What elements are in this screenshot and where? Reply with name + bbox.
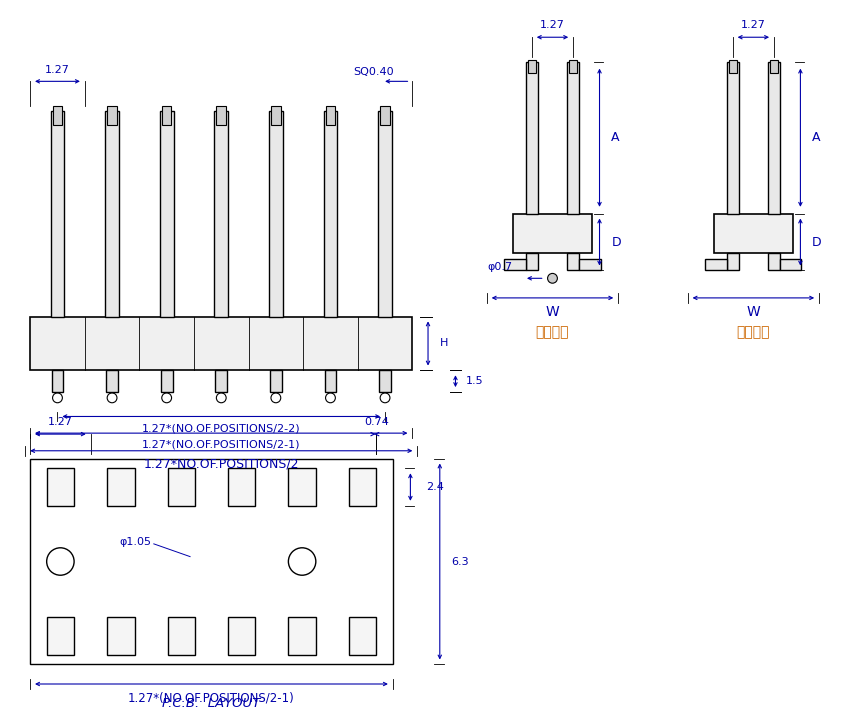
- Text: D: D: [812, 236, 822, 249]
- Bar: [714, 214, 793, 253]
- Bar: [51, 110, 64, 316]
- Bar: [379, 370, 391, 392]
- Bar: [228, 617, 255, 655]
- Bar: [107, 617, 135, 655]
- Text: W: W: [545, 304, 559, 319]
- Bar: [289, 469, 316, 506]
- Bar: [46, 617, 74, 655]
- Text: φ0.7: φ0.7: [487, 261, 512, 272]
- Bar: [52, 370, 64, 392]
- Bar: [161, 105, 172, 125]
- Bar: [216, 105, 226, 125]
- Bar: [326, 105, 335, 125]
- Bar: [107, 370, 118, 392]
- Bar: [728, 59, 737, 74]
- Bar: [780, 258, 801, 270]
- Bar: [216, 370, 227, 392]
- Bar: [324, 110, 338, 316]
- Bar: [271, 105, 281, 125]
- Bar: [349, 617, 376, 655]
- Bar: [381, 105, 390, 125]
- Text: 6.3: 6.3: [452, 556, 469, 566]
- Bar: [52, 105, 62, 125]
- Bar: [526, 253, 538, 270]
- Bar: [161, 370, 173, 392]
- Bar: [579, 258, 600, 270]
- Bar: [768, 253, 780, 270]
- Circle shape: [547, 273, 557, 283]
- Text: φ1.05: φ1.05: [120, 537, 152, 547]
- Text: 1.27*(NO.OF.POSITIONS/2-2): 1.27*(NO.OF.POSITIONS/2-2): [142, 423, 301, 433]
- Bar: [378, 110, 392, 316]
- Bar: [228, 469, 255, 506]
- Bar: [526, 62, 538, 214]
- Bar: [270, 370, 282, 392]
- Text: 1.27*NO.OF.POSITIONS/2: 1.27*NO.OF.POSITIONS/2: [143, 458, 299, 471]
- Bar: [504, 258, 526, 270]
- Bar: [30, 316, 412, 370]
- Bar: [567, 253, 579, 270]
- Bar: [30, 459, 393, 664]
- Bar: [215, 110, 228, 316]
- Bar: [168, 469, 195, 506]
- Text: 1.27: 1.27: [741, 21, 766, 30]
- Bar: [705, 258, 727, 270]
- Text: 无定位柱: 无定位柱: [737, 325, 771, 339]
- Text: 1.5: 1.5: [466, 376, 484, 386]
- Text: 带定位柱: 带定位柱: [536, 325, 570, 339]
- Bar: [269, 110, 283, 316]
- Bar: [514, 214, 592, 253]
- Text: 2.4: 2.4: [426, 482, 444, 492]
- Bar: [325, 370, 337, 392]
- Bar: [107, 105, 117, 125]
- Bar: [168, 617, 195, 655]
- Text: 0.74: 0.74: [364, 417, 388, 428]
- Bar: [160, 110, 174, 316]
- Bar: [567, 62, 579, 214]
- Bar: [107, 469, 135, 506]
- Text: A: A: [612, 131, 620, 144]
- Bar: [569, 59, 577, 74]
- Bar: [770, 59, 778, 74]
- Bar: [527, 59, 536, 74]
- Text: 1.27*(NO.OF.POSITIONS/2-1): 1.27*(NO.OF.POSITIONS/2-1): [142, 440, 301, 450]
- Text: P.C.B.  LAYOUT: P.C.B. LAYOUT: [162, 697, 260, 708]
- Text: 1.27: 1.27: [540, 21, 565, 30]
- Text: 1.27*(NO.OF.POSITIONS/2-1): 1.27*(NO.OF.POSITIONS/2-1): [128, 691, 295, 704]
- Text: H: H: [440, 338, 448, 348]
- Text: SQ0.40: SQ0.40: [353, 67, 393, 76]
- Bar: [727, 253, 739, 270]
- Text: D: D: [612, 236, 621, 249]
- Text: 1.27: 1.27: [45, 64, 70, 74]
- Bar: [727, 62, 739, 214]
- Bar: [46, 469, 74, 506]
- Bar: [349, 469, 376, 506]
- Text: A: A: [812, 131, 820, 144]
- Bar: [105, 110, 119, 316]
- Text: W: W: [746, 304, 760, 319]
- Text: 1.27: 1.27: [48, 417, 73, 428]
- Bar: [289, 617, 316, 655]
- Bar: [768, 62, 780, 214]
